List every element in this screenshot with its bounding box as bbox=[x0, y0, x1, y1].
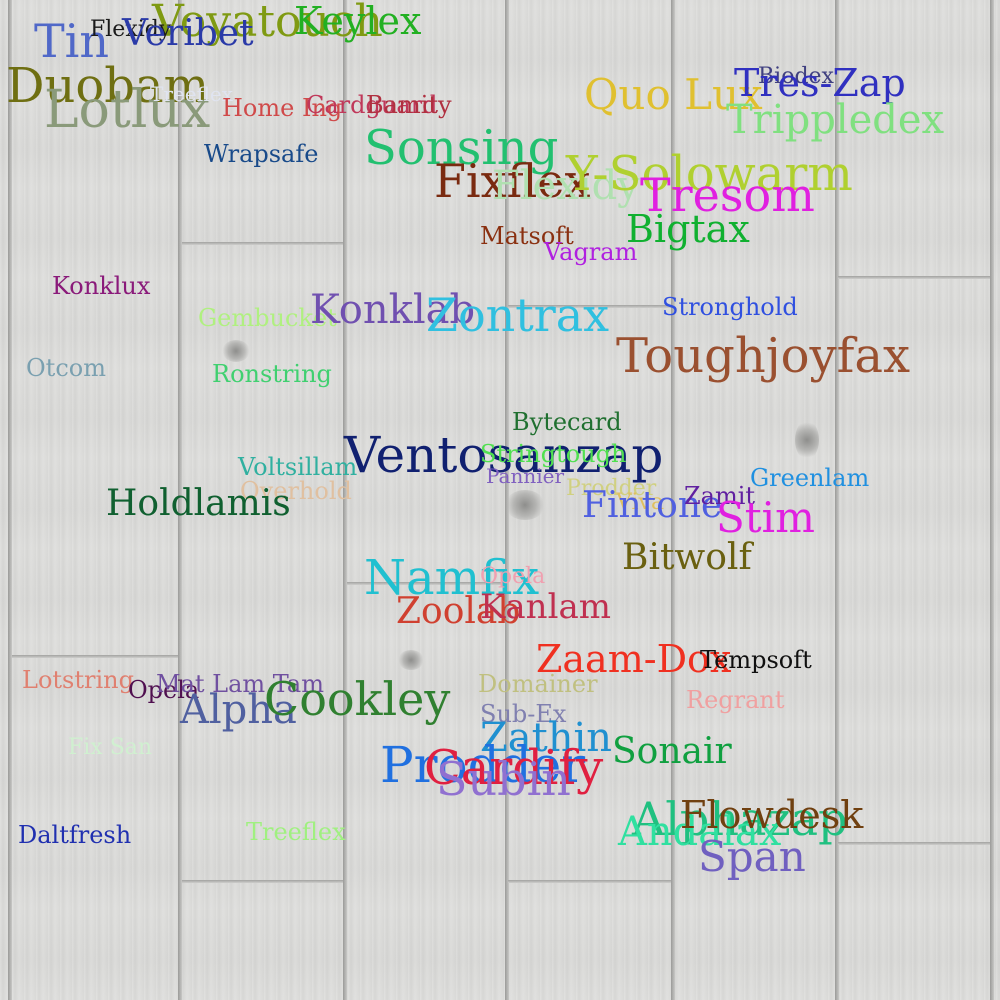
word: Bitwolf bbox=[622, 537, 752, 578]
word: Stringtough bbox=[480, 440, 627, 468]
wood-knot bbox=[398, 650, 424, 670]
word: Namfix bbox=[364, 550, 540, 606]
word: Zontrax bbox=[426, 288, 610, 342]
word: Flowdesk bbox=[680, 793, 864, 837]
word: Regrant bbox=[686, 686, 785, 714]
word: Overhold bbox=[240, 477, 352, 505]
word: Zaam-Dox bbox=[536, 637, 732, 681]
word: Holdlamis bbox=[106, 483, 291, 524]
word: Otcom bbox=[26, 354, 106, 382]
word: Home Ing bbox=[222, 94, 343, 122]
plank-joint bbox=[182, 242, 343, 245]
word: Tresom bbox=[640, 168, 815, 222]
word: Y-Solowarm bbox=[566, 146, 853, 202]
word: Fintone bbox=[582, 485, 723, 526]
word: Tres-Zap bbox=[734, 61, 906, 105]
plank-joint bbox=[838, 842, 990, 845]
word: Andalax bbox=[618, 809, 782, 855]
word: Tin bbox=[34, 14, 110, 68]
word: Ronstring bbox=[212, 360, 332, 388]
word: Vagram bbox=[544, 238, 638, 266]
word: Lotstring bbox=[22, 666, 134, 694]
plank-joint bbox=[508, 880, 671, 883]
plank-joint bbox=[347, 582, 505, 585]
word: Zoolab bbox=[396, 591, 521, 632]
word: Lotlux bbox=[44, 80, 211, 140]
word: Zamit bbox=[684, 482, 756, 510]
word: Sonsing bbox=[364, 120, 559, 176]
word: Opela bbox=[128, 676, 200, 704]
plank-seam bbox=[835, 0, 839, 1000]
word: Stronghold bbox=[662, 293, 798, 321]
word: Fixflex bbox=[434, 154, 591, 208]
word: Greenlam bbox=[750, 464, 870, 492]
word: Tempsoft bbox=[700, 646, 812, 674]
word: Treeflex bbox=[150, 82, 234, 106]
word: Mat Lam Tam bbox=[156, 670, 324, 698]
plank-joint bbox=[182, 880, 343, 883]
word: Treeflex bbox=[246, 818, 346, 846]
word: Bytecard bbox=[512, 408, 622, 436]
wood-knot bbox=[222, 340, 250, 362]
word: Konklab bbox=[310, 287, 476, 333]
word: Cardguard bbox=[306, 91, 438, 119]
word: Konklux bbox=[52, 272, 151, 300]
word: Prodder bbox=[566, 476, 657, 501]
word: Fix San bbox=[68, 735, 153, 760]
wood-knot bbox=[505, 490, 545, 520]
word: Biodex bbox=[758, 64, 834, 89]
word: Stim bbox=[716, 493, 815, 542]
plank-joint bbox=[12, 655, 178, 658]
word: Flexidy bbox=[492, 163, 640, 209]
word: Bamity bbox=[366, 91, 452, 119]
word: Matsoft bbox=[480, 222, 574, 250]
word: Subin bbox=[436, 752, 571, 806]
word: Veribet bbox=[122, 13, 254, 54]
word: Voltsillam bbox=[238, 453, 358, 481]
plank-seam bbox=[671, 0, 675, 1000]
word: Viva bbox=[616, 490, 665, 515]
word: Prodder bbox=[380, 736, 586, 794]
word: Flexidy bbox=[90, 17, 172, 42]
plank-seam bbox=[343, 0, 347, 1000]
plank-seam bbox=[178, 0, 182, 1000]
word: Sonair bbox=[612, 731, 732, 772]
word: Ventosanzap bbox=[344, 426, 664, 484]
word: Sub-Ex bbox=[480, 700, 567, 728]
word: Alpha bbox=[180, 687, 297, 733]
wood-knot bbox=[795, 420, 819, 460]
word: Span bbox=[698, 832, 806, 881]
word: Voyatouch bbox=[152, 0, 383, 47]
word: Wrapsafe bbox=[204, 140, 319, 168]
word: Daltfresh bbox=[18, 821, 132, 849]
word: Duobam bbox=[6, 58, 210, 114]
word: Domainer bbox=[478, 670, 598, 698]
word: Cardify bbox=[424, 740, 604, 796]
word: Gembucket bbox=[198, 304, 337, 332]
word: Toughjoyfax bbox=[616, 328, 911, 384]
word: Trippledex bbox=[726, 97, 945, 143]
plank-joint bbox=[508, 305, 671, 308]
plank-seam bbox=[8, 0, 12, 1000]
word: Cookley bbox=[264, 672, 451, 726]
word: Pannier bbox=[486, 464, 565, 488]
word: Keylex bbox=[294, 0, 422, 43]
word: Zathin bbox=[480, 715, 613, 761]
word: Quo Lux bbox=[584, 70, 763, 119]
word: Alphazap bbox=[632, 792, 848, 846]
word: Opela bbox=[480, 564, 546, 589]
plank-seam bbox=[990, 0, 994, 1000]
plank-joint bbox=[838, 276, 990, 279]
word: Bigtax bbox=[626, 207, 750, 251]
word: Kanlam bbox=[480, 587, 611, 627]
